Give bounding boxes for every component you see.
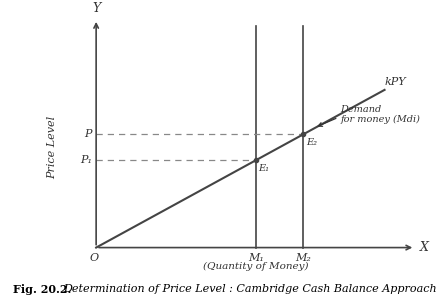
Text: O: O bbox=[90, 253, 98, 263]
Text: E₁: E₁ bbox=[258, 164, 269, 173]
Text: (Quantity of Money): (Quantity of Money) bbox=[203, 262, 309, 271]
Text: M₁: M₁ bbox=[248, 253, 264, 263]
Text: Price Level: Price Level bbox=[48, 116, 57, 179]
Text: M₂: M₂ bbox=[295, 253, 312, 263]
Text: E₂: E₂ bbox=[306, 138, 317, 147]
Text: Determination of Price Level : Cambridge Cash Balance Approach: Determination of Price Level : Cambridge… bbox=[63, 284, 437, 294]
Text: P: P bbox=[84, 129, 92, 139]
Text: kPY: kPY bbox=[385, 77, 406, 87]
Text: Y: Y bbox=[92, 2, 100, 15]
Text: Fig. 20.2.: Fig. 20.2. bbox=[13, 284, 72, 295]
Text: X: X bbox=[420, 241, 428, 254]
Text: Demand
for money (Mdi): Demand for money (Mdi) bbox=[341, 105, 420, 124]
Text: P₁: P₁ bbox=[80, 155, 92, 165]
